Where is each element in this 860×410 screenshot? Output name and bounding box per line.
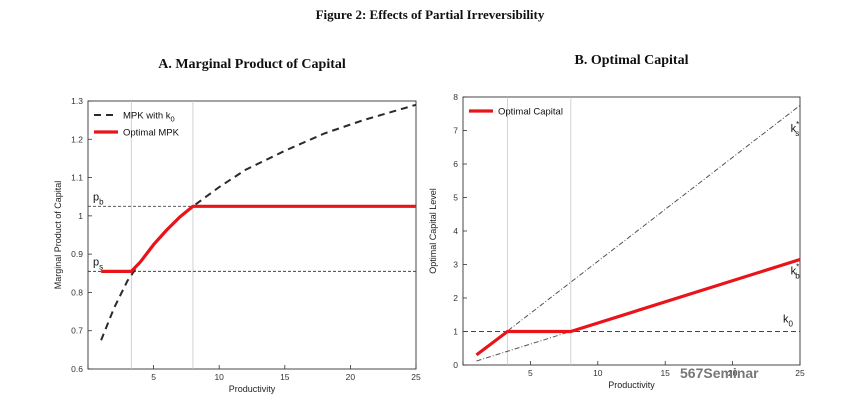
legend-label: MPK with k0	[123, 111, 175, 124]
panel-a-mpk-chart: A. Marginal Product of Capital 5 10 15 20 25 0…	[53, 57, 421, 394]
plot-frame	[462, 96, 801, 366]
x-axis-label: Productivity	[229, 384, 276, 394]
legend: Optimal Capital	[469, 107, 563, 118]
legend-label: Optimal MPK	[123, 128, 180, 139]
x-tick-label: 5	[528, 368, 533, 378]
x-axis-label: Productivity	[608, 380, 655, 390]
panel-title: B. Optimal Capital	[575, 53, 689, 68]
x-tick-label: 10	[593, 368, 603, 378]
x-tick-label: 5	[151, 372, 156, 382]
series-end-label: k* b	[791, 263, 801, 281]
x-tick-label: 15	[660, 368, 670, 378]
y-tick-label: 4	[453, 226, 458, 236]
y-tick-label: 0	[453, 360, 458, 370]
figure-title: Figure 2: Effects of Partial Irreversibi…	[316, 7, 545, 22]
y-tick-label: 1.1	[71, 173, 83, 183]
y-tick-label: 1.3	[71, 96, 83, 106]
x-tick-label: 10	[214, 372, 224, 382]
y-tick-label: 0.8	[71, 287, 83, 297]
x-tick-label: 15	[280, 372, 290, 382]
legend-label: Optimal Capital	[498, 107, 563, 118]
x-tick-label: 25	[795, 368, 805, 378]
y-tick-label: 8	[453, 92, 458, 102]
y-tick-label: 1	[453, 327, 458, 337]
panel-title: A. Marginal Product of Capital	[158, 57, 346, 72]
y-tick-label: 0.9	[71, 249, 83, 259]
series-line-optimal-mpk	[101, 204, 416, 273]
y-tick-label: 5	[453, 193, 458, 203]
reference-line-label: ps	[93, 256, 103, 271]
y-tick-label: 1.2	[71, 134, 83, 144]
series-line-k-s	[476, 105, 801, 356]
x-tick-label: 20	[728, 368, 738, 378]
y-tick-label: 1	[78, 211, 83, 221]
series-line-optimal-capital	[475, 257, 801, 357]
y-tick-label: 0.6	[71, 364, 83, 374]
panel-b-optimal-capital-chart: B. Optimal Capital 5 10 15 20 25 0 1 2 3 4 5 6 7 8 Prod…	[428, 53, 805, 390]
y-axis-label: Marginal Product of Capital	[53, 181, 63, 290]
x-tick-label: 25	[411, 372, 421, 382]
series-line-mpk-with-k0	[100, 103, 417, 341]
series-end-label: k* s	[791, 120, 800, 138]
watermark: 567Seminar	[680, 365, 759, 381]
reference-line-label: pb	[93, 191, 104, 206]
reference-line-label: k0	[783, 314, 794, 329]
y-tick-label: 2	[453, 293, 458, 303]
y-tick-label: 6	[453, 159, 458, 169]
plot-frame	[87, 100, 417, 370]
x-tick-label: 20	[346, 372, 356, 382]
legend: MPK with k0 Optimal MPK	[94, 111, 180, 139]
y-tick-label: 3	[453, 260, 458, 270]
y-tick-label: 7	[453, 126, 458, 136]
y-axis-label: Optimal Capital Level	[428, 188, 438, 274]
y-tick-label: 0.7	[71, 326, 83, 336]
